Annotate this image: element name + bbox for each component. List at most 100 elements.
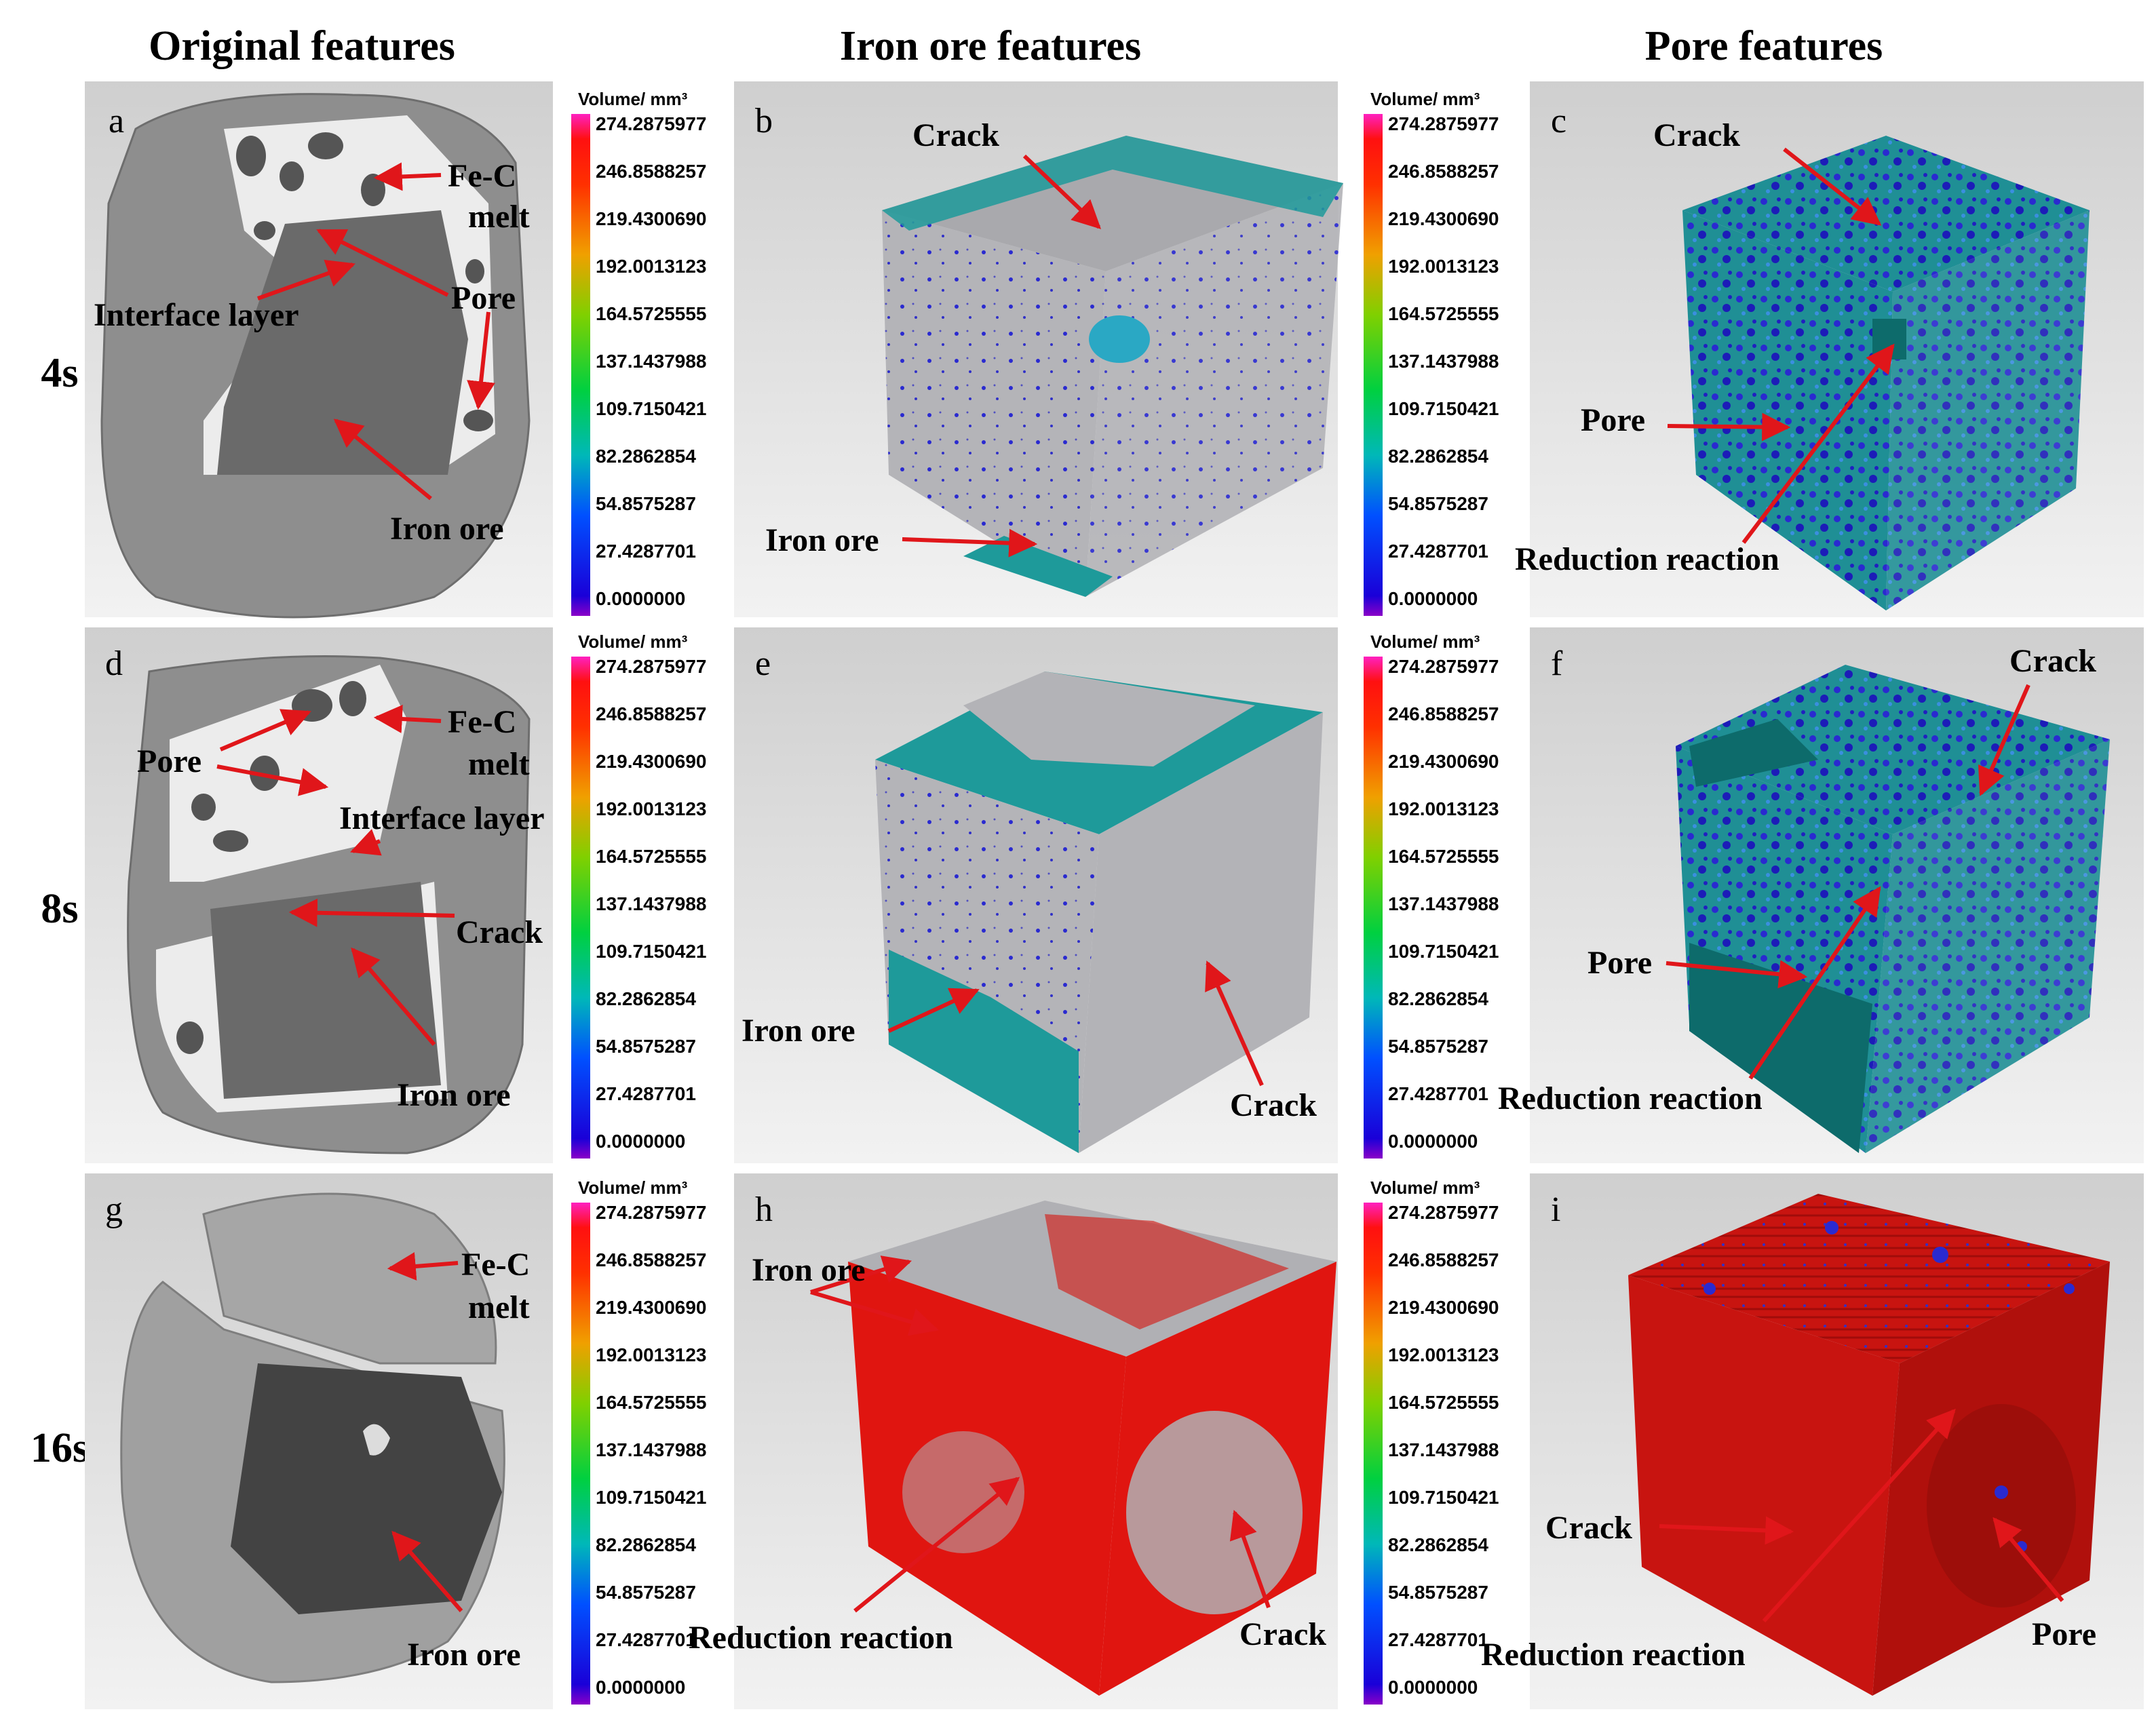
- colorbar-tick-label: 274.2875977: [1388, 656, 1499, 677]
- colorbar-tick-label: 164.5725555: [1388, 1392, 1499, 1413]
- colorbar-tick-label: 246.8588257: [1388, 703, 1499, 724]
- colorbar-tick-label: 219.4300690: [596, 1297, 707, 1318]
- panel-letter-a: a: [109, 102, 124, 140]
- label-iron-ore: Iron ore: [742, 1013, 855, 1049]
- colorbar-tick-label: 192.0013123: [1388, 256, 1499, 277]
- row-label-8s: 8s: [41, 886, 78, 932]
- colorbar-tick-label: 219.4300690: [596, 208, 707, 229]
- colorbar-tick-label: 109.7150421: [596, 1487, 707, 1508]
- colorbar-title: Volume/ mm³: [1370, 89, 1480, 109]
- fe-c-melt-region: [202, 1192, 497, 1365]
- colorbar-tick-label: 137.1437988: [1388, 893, 1499, 914]
- label-pore: Pore: [451, 280, 516, 316]
- colorbar-tick-label: 54.8575287: [1388, 493, 1488, 514]
- colorbar-tick-label: 54.8575287: [1388, 1036, 1488, 1057]
- colorbar-row3: Volume/ mm³ 274.2875977 246.8588257 219.43…: [571, 1177, 707, 1705]
- colorbar-tick-label: 109.7150421: [1388, 1487, 1499, 1508]
- colorbar-tick-label: 27.4287701: [1388, 1629, 1488, 1650]
- label-reduction-reaction: Reduction reaction: [689, 1620, 953, 1656]
- column-header-original: Original features: [149, 23, 455, 69]
- colorbar-tick-label: 246.8588257: [596, 703, 707, 724]
- label-iron-ore: Iron ore: [390, 511, 504, 547]
- label-pore: Pore: [1581, 402, 1645, 438]
- colorbar-tick-label: 219.4300690: [1388, 751, 1499, 772]
- colorbar-tick-label: 82.2862854: [1388, 988, 1488, 1009]
- label-crack: Crack: [1653, 117, 1740, 153]
- colorbar-tick-label: 246.8588257: [1388, 161, 1499, 182]
- label-crack: Crack: [456, 914, 543, 950]
- colorbar-tick-label: 274.2875977: [1388, 1202, 1499, 1223]
- cube-left: [1628, 1275, 1900, 1696]
- colorbar-tick-label: 54.8575287: [596, 1036, 696, 1057]
- colorbar-tick-label: 164.5725555: [1388, 303, 1499, 324]
- label-melt: melt: [468, 1289, 530, 1325]
- label-iron-ore: Iron ore: [397, 1077, 511, 1113]
- label-crack: Crack: [1230, 1087, 1317, 1123]
- colorbar-tick-label: 82.2862854: [1388, 446, 1488, 467]
- cube-right: [1079, 712, 1323, 1153]
- colorbar-tick-label: 109.7150421: [1388, 941, 1499, 962]
- colorbar-tick-label: 137.1437988: [596, 351, 707, 372]
- panel-g: g Fe-C melt Iron ore: [85, 1173, 553, 1709]
- panel-i: i Crack Reduction reaction Pore: [1481, 1173, 2144, 1709]
- colorbar-tick-label: 192.0013123: [596, 798, 707, 819]
- label-iron-ore: Iron ore: [407, 1637, 521, 1673]
- cube-right: [1085, 183, 1343, 597]
- label-crack: Crack: [912, 117, 999, 153]
- colorbar-tick-label: 82.2862854: [1388, 1534, 1488, 1555]
- colorbar-tick-label: 219.4300690: [1388, 208, 1499, 229]
- colorbar-tick-label: 137.1437988: [1388, 351, 1499, 372]
- cube-left: [1682, 210, 1893, 610]
- colorbar-ticks: 274.2875977 246.8588257 219.4300690 192.001…: [596, 1202, 707, 1698]
- colorbar-tick-label: 27.4287701: [596, 1629, 696, 1650]
- colorbar-tick-label: 82.2862854: [596, 446, 696, 467]
- colorbar-tick-label: 54.8575287: [596, 1582, 696, 1603]
- column-header-pore: Pore features: [1645, 23, 1883, 69]
- label-pore: Pore: [137, 743, 201, 779]
- colorbar-tick-label: 27.4287701: [596, 541, 696, 562]
- column-header-iron-ore: Iron ore features: [840, 23, 1141, 69]
- label-fe-c: Fe-C: [448, 704, 516, 740]
- panel-letter-g: g: [105, 1190, 123, 1229]
- label-reduction-reaction: Reduction reaction: [1481, 1637, 1746, 1673]
- iron-ore-region: [210, 882, 441, 1099]
- colorbar-tick-label: 137.1437988: [1388, 1439, 1499, 1460]
- panel-letter-f: f: [1551, 644, 1563, 683]
- colorbar-tick-label: 109.7150421: [596, 398, 707, 419]
- iron-ore-region: [231, 1363, 502, 1614]
- cube-top: [1676, 665, 2110, 834]
- colorbar-tick-label: 0.0000000: [596, 1677, 685, 1698]
- colorbar-title: Volume/ mm³: [1370, 631, 1480, 652]
- cube-top: [1628, 1194, 2110, 1363]
- colorbar-tick-label: 82.2862854: [596, 988, 696, 1009]
- colorbar-row2b: Volume/ mm³ 274.2875977 246.8588257 219.43…: [1364, 631, 1499, 1158]
- label-iron-ore: Iron ore: [765, 522, 879, 558]
- colorbar-tick-label: 274.2875977: [1388, 113, 1499, 134]
- colorbar-tick-label: 164.5725555: [1388, 846, 1499, 867]
- colorbar-title: Volume/ mm³: [578, 89, 688, 109]
- colorbar-ticks: 274.2875977 246.8588257 219.4300690 192.001…: [1388, 1202, 1499, 1698]
- colorbar-title: Volume/ mm³: [578, 631, 688, 652]
- label-fe-c: Fe-C: [461, 1247, 530, 1283]
- row-label-16s: 16s: [31, 1425, 89, 1471]
- colorbar-row1: Volume/ mm³ 274.2875977 246.8588257 219.43…: [571, 89, 707, 616]
- panel-d: d Fe-C melt Pore Interface layer Crack I…: [85, 627, 553, 1163]
- panel-letter-c: c: [1551, 102, 1566, 140]
- colorbar-tick-label: 0.0000000: [596, 1131, 685, 1152]
- colorbar-tick-label: 0.0000000: [1388, 1131, 1478, 1152]
- label-melt: melt: [468, 199, 530, 235]
- panel-letter-d: d: [105, 644, 123, 683]
- label-fe-c: Fe-C: [448, 158, 516, 194]
- cube-right: [1886, 210, 2090, 610]
- label-melt: melt: [468, 746, 530, 782]
- colorbar-tick-label: 274.2875977: [596, 113, 707, 134]
- colorbar-tick-label: 109.7150421: [1388, 398, 1499, 419]
- colorbar-tick-label: 137.1437988: [596, 1439, 707, 1460]
- colorbar-tick-label: 54.8575287: [596, 493, 696, 514]
- fe-c-melt-region: [170, 665, 407, 882]
- colorbar-tick-label: 54.8575287: [1388, 1582, 1488, 1603]
- colorbar-tick-label: 192.0013123: [1388, 798, 1499, 819]
- label-pore: Pore: [2032, 1616, 2096, 1652]
- row-label-4s: 4s: [41, 350, 78, 396]
- label-iron-ore: Iron ore: [752, 1252, 866, 1288]
